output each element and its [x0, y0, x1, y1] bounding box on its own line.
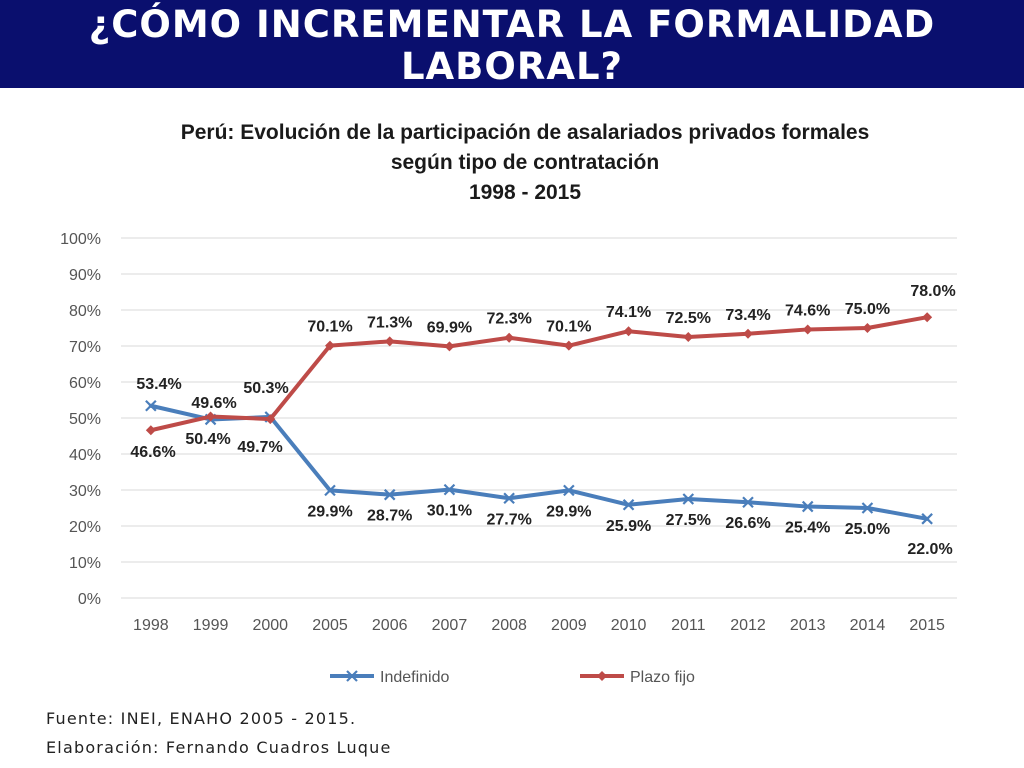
data-label: 73.4%: [725, 307, 770, 324]
x-tick-label: 2011: [671, 617, 706, 634]
data-point: [921, 513, 933, 525]
data-label: 25.0%: [845, 521, 890, 538]
data-point: [563, 484, 575, 497]
data-point: [861, 502, 874, 514]
data-label: 78.0%: [910, 283, 955, 300]
data-point: [384, 336, 395, 347]
legend-label: Plazo fijo: [630, 669, 695, 686]
x-tick-label: 2000: [252, 617, 288, 634]
data-point: [205, 411, 216, 422]
y-tick-label: 70%: [69, 339, 101, 356]
data-point: [503, 492, 515, 505]
data-point: [801, 500, 814, 513]
data-label: 70.1%: [307, 319, 352, 336]
y-tick-label: 0%: [78, 591, 101, 608]
data-point: [622, 498, 635, 511]
y-tick-label: 30%: [69, 483, 101, 500]
data-point: [443, 483, 456, 496]
data-label: 27.5%: [666, 512, 711, 529]
data-label: 29.9%: [307, 503, 352, 520]
y-tick-label: 20%: [69, 519, 101, 536]
x-tick-label: 2010: [611, 617, 647, 634]
y-tick-label: 80%: [69, 303, 101, 320]
data-label: 28.7%: [367, 508, 412, 525]
data-label: 25.9%: [606, 518, 651, 535]
data-point: [682, 493, 695, 505]
legend-marker: [597, 671, 607, 681]
data-point: [683, 332, 694, 342]
data-label: 30.1%: [427, 503, 472, 520]
data-point: [922, 312, 933, 323]
data-point: [743, 328, 753, 339]
x-tick-label: 1999: [193, 617, 229, 634]
data-label: 74.1%: [606, 304, 651, 321]
data-label: 50.3%: [243, 380, 288, 397]
data-label: 50.4%: [185, 431, 230, 448]
data-label: 27.7%: [486, 511, 531, 528]
chart-title-line-1: Perú: Evolución de la participación de a…: [180, 121, 870, 144]
data-point: [444, 341, 455, 352]
x-tick-label: 2015: [909, 617, 945, 634]
data-point: [383, 488, 396, 501]
x-tick-label: 2007: [432, 617, 468, 634]
data-point: [563, 340, 574, 351]
data-point: [623, 326, 634, 337]
x-tick-label: 2009: [551, 617, 587, 634]
data-label: 74.6%: [785, 302, 830, 319]
data-label: 22.0%: [907, 541, 952, 558]
x-tick-label: 2008: [491, 617, 527, 634]
x-tick-label: 2013: [790, 617, 826, 634]
data-point: [742, 496, 754, 509]
data-label: 69.9%: [427, 319, 472, 336]
data-point: [324, 484, 336, 497]
data-point: [265, 414, 276, 425]
data-label: 49.7%: [237, 439, 282, 456]
author-note: Elaboración: Fernando Cuadros Luque: [46, 738, 392, 757]
data-label: 29.9%: [546, 503, 591, 520]
page-title: ¿CÓMO INCREMENTAR LA FORMALIDAD LABORAL?: [88, 3, 936, 88]
data-label: 72.5%: [666, 310, 711, 327]
data-point: [145, 399, 157, 412]
data-label: 72.3%: [486, 311, 531, 328]
y-tick-label: 60%: [69, 375, 101, 392]
legend-label: Indefinido: [380, 669, 449, 686]
x-tick-label: 2005: [312, 617, 348, 634]
data-label: 25.4%: [785, 520, 830, 537]
data-point: [862, 323, 873, 333]
series-line-plazo-fijo: [148, 315, 930, 433]
series-line-indefinido: [148, 403, 930, 521]
y-tick-label: 10%: [69, 555, 101, 572]
y-tick-label: 90%: [69, 267, 101, 284]
data-label: 71.3%: [367, 314, 412, 331]
data-label: 70.1%: [546, 319, 591, 336]
legend-marker: [346, 670, 358, 682]
chart-title-line-2: según tipo de contratación: [390, 151, 660, 174]
data-label: 75.0%: [845, 301, 890, 318]
y-tick-label: 50%: [69, 411, 101, 428]
data-point: [145, 425, 156, 436]
source-note: Fuente: INEI, ENAHO 2005 - 2015.: [46, 709, 357, 728]
data-point: [802, 324, 813, 335]
data-point: [325, 340, 335, 351]
chart-title-line-3: 1998 - 2015: [468, 181, 582, 204]
title-banner: ¿CÓMO INCREMENTAR LA FORMALIDAD LABORAL?: [0, 0, 1024, 88]
x-tick-label: 2006: [372, 617, 408, 634]
x-tick-label: 2014: [850, 617, 886, 634]
y-tick-label: 100%: [60, 231, 101, 248]
x-tick-label: 2012: [730, 617, 766, 634]
data-label: 53.4%: [136, 376, 181, 393]
chart-title: Perú: Evolución de la participación de a…: [0, 118, 1024, 208]
data-label: 49.6%: [191, 395, 236, 412]
y-tick-label: 40%: [69, 447, 101, 464]
data-label: 46.6%: [130, 444, 175, 461]
data-point: [504, 332, 515, 343]
x-tick-label: 1998: [133, 617, 169, 634]
data-label: 26.6%: [725, 515, 770, 532]
